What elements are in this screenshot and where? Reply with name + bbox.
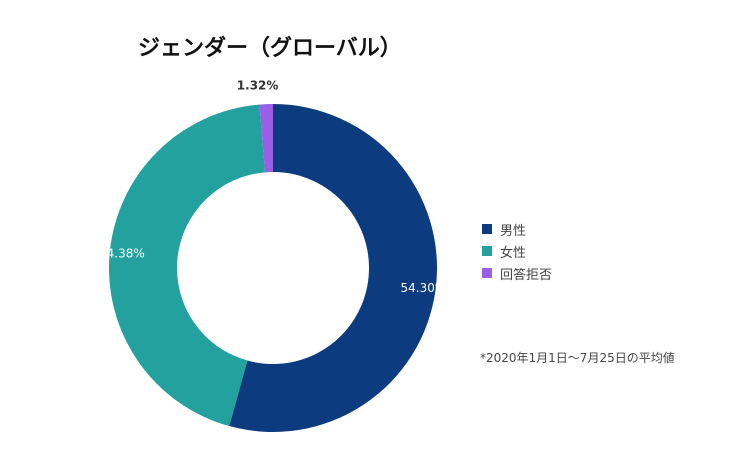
legend-label-declined: 回答拒否 (500, 267, 553, 283)
footnote: *2020年1月1日〜7月25日の平均値 (480, 351, 675, 365)
legend-item-male: 男性 (482, 218, 552, 240)
legend-label-female: 女性 (500, 245, 527, 261)
legend-swatch-male (482, 224, 492, 234)
slice-declined (259, 104, 273, 173)
data-label-declined: 1.32% (237, 79, 279, 93)
data-label-female: 44.38% (99, 246, 145, 260)
slice-female (109, 104, 266, 427)
legend-item-female: 女性 (482, 240, 552, 262)
legend-swatch-female (482, 246, 492, 256)
legend-swatch-declined (482, 268, 492, 278)
data-label-male: 54.30% (400, 281, 446, 295)
slice-male (229, 104, 438, 433)
legend: 男性 女性 回答拒否 (482, 218, 552, 284)
legend-label-male: 男性 (500, 223, 527, 239)
legend-item-declined: 回答拒否 (482, 262, 552, 284)
chart-title: ジェンダー（グローバル） (138, 36, 402, 61)
